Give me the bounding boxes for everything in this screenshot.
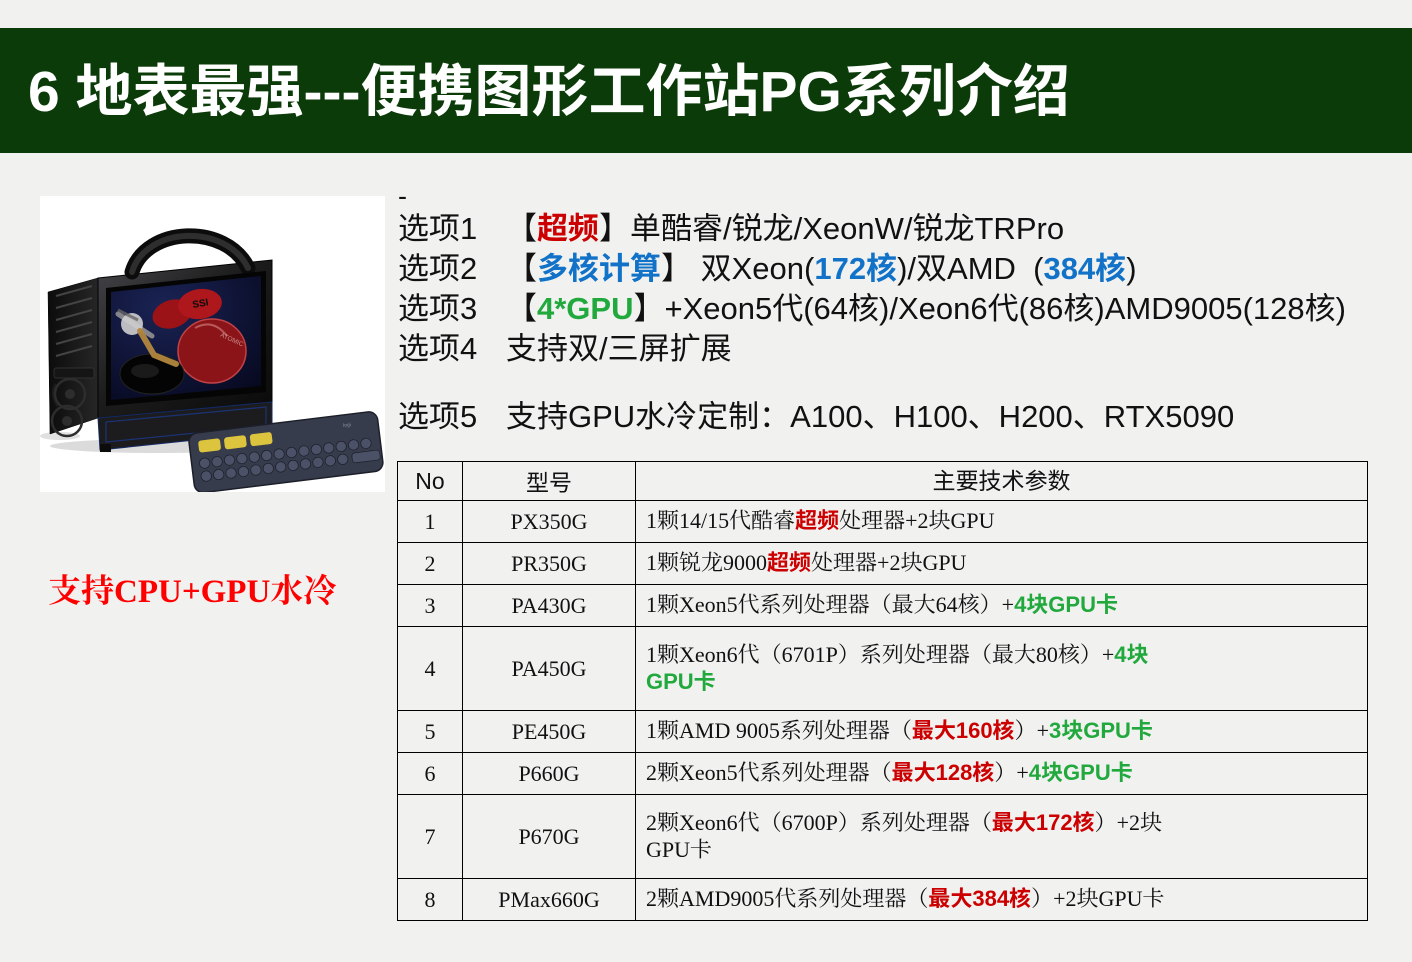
svg-text:logi: logi [343, 422, 351, 429]
